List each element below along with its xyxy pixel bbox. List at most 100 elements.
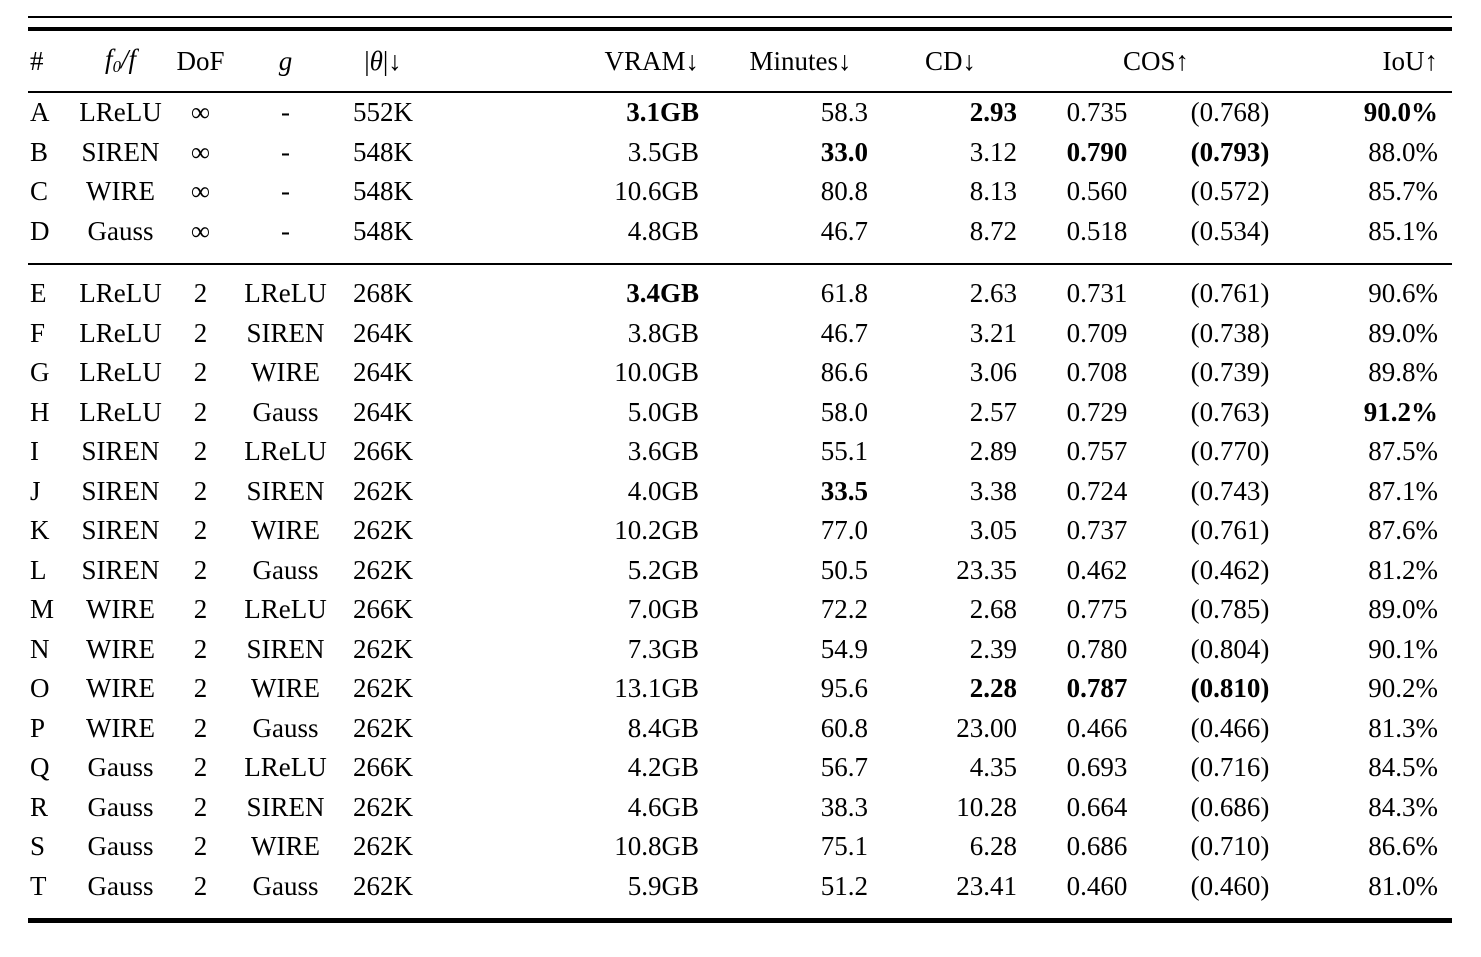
cell-vram: 4.0GB <box>627 475 699 506</box>
cell-id: Q <box>30 752 50 783</box>
col-header-minutes: Minutes↓ <box>723 31 878 93</box>
cell-id: F <box>30 317 46 348</box>
cell-id: R <box>30 791 49 822</box>
bottom-rule <box>28 918 1452 923</box>
cell-params: 262K <box>353 712 413 743</box>
cell-cos: 0.686 <box>1066 831 1128 862</box>
cell-g: WIRE <box>251 357 320 388</box>
cell-g: LReLU <box>244 752 327 783</box>
cell-cos-paren: (0.793) <box>1190 136 1270 167</box>
col-header-f0f: f0/f <box>78 31 163 93</box>
cell-dof: 2 <box>193 317 208 348</box>
cell-minutes: 50.5 <box>820 554 868 585</box>
cell-iou: 84.5% <box>1368 752 1438 783</box>
cell-vram: 3.8GB <box>627 317 699 348</box>
cell-g: Gauss <box>252 712 319 743</box>
cell-vram: 10.8GB <box>614 831 699 862</box>
cell-minutes: 56.7 <box>820 752 868 783</box>
col-header-cos: COS↑ <box>1023 31 1289 93</box>
f0f-f: f <box>105 44 113 75</box>
cell-dof: 2 <box>193 594 208 625</box>
cell-f0f: LReLU <box>78 263 163 314</box>
cell-g: - <box>281 136 290 167</box>
theta-symbol: θ <box>369 45 383 76</box>
table-row: T Gauss 2 Gauss 262K 5.9GB 51.2 23.41 0.… <box>28 867 1452 919</box>
cell-iou: 90.2% <box>1368 673 1438 704</box>
cell-params: 548K <box>353 176 413 207</box>
cell-minutes: 46.7 <box>820 317 868 348</box>
cell-vram: 13.1GB <box>614 673 699 704</box>
cell-g: WIRE <box>251 515 320 546</box>
cell-vram: 10.0GB <box>614 357 699 388</box>
table-row: H LReLU 2 Gauss 264K 5.0GB 58.0 2.57 0.7… <box>28 393 1452 433</box>
cell-cos: 0.731 <box>1023 263 1171 314</box>
cell-minutes: 77.0 <box>820 515 868 546</box>
cell-id: I <box>30 436 39 467</box>
cell-params: 548K <box>353 215 413 246</box>
col-header-vram: VRAM↓ <box>433 31 723 93</box>
cell-iou: 91.2% <box>1363 396 1438 427</box>
table-row: R Gauss 2 SIREN 262K 4.6GB 38.3 10.28 0.… <box>28 788 1452 828</box>
cell-dof: ∞ <box>190 136 211 167</box>
cell-vram: 3.5GB <box>627 136 699 167</box>
cell-minutes: 75.1 <box>820 831 868 862</box>
cell-dof: 2 <box>163 263 238 314</box>
f0f-rest: /f <box>120 44 136 75</box>
cell-cd: 4.35 <box>969 752 1017 783</box>
cell-f0f: SIREN <box>81 475 160 506</box>
cell-cos-paren: (0.462) <box>1190 554 1270 585</box>
cell-cd: 2.68 <box>969 594 1017 625</box>
cell-g: SIREN <box>246 633 325 664</box>
cell-cd: 23.35 <box>956 554 1017 585</box>
cell-cos-paren: (0.710) <box>1190 831 1270 862</box>
table-row: J SIREN 2 SIREN 262K 4.0GB 33.5 3.38 0.7… <box>28 472 1452 512</box>
cell-f0f: SIREN <box>81 436 160 467</box>
cell-dof: 2 <box>193 870 208 901</box>
cell-params: 264K <box>353 396 413 427</box>
cell-id: A <box>30 97 50 128</box>
cell-vram: 8.4GB <box>627 712 699 743</box>
down-arrow-icon: ↓ <box>388 45 402 76</box>
cell-cd: 10.28 <box>956 791 1017 822</box>
cell-cos: 0.757 <box>1066 436 1128 467</box>
cell-cos: 0.560 <box>1066 176 1128 207</box>
cell-cos-paren: (0.763) <box>1190 396 1270 427</box>
cell-cos: 0.709 <box>1066 317 1128 348</box>
cell-minutes: 95.6 <box>820 673 868 704</box>
top-rule-thick <box>28 27 1452 31</box>
cell-minutes: 46.7 <box>820 215 868 246</box>
cell-minutes: 54.9 <box>820 633 868 664</box>
cell-iou: 89.0% <box>1368 594 1438 625</box>
cell-cd: 8.72 <box>969 215 1017 246</box>
cell-cos: 0.664 <box>1066 791 1128 822</box>
cell-cos-paren: (0.743) <box>1190 475 1270 506</box>
cell-dof: 2 <box>193 475 208 506</box>
cell-f0f: Gauss <box>87 752 154 783</box>
table-row: L SIREN 2 Gauss 262K 5.2GB 50.5 23.35 0.… <box>28 551 1452 591</box>
cell-minutes: 72.2 <box>820 594 868 625</box>
cell-dof: 2 <box>193 436 208 467</box>
cell-cos-paren: (0.804) <box>1190 633 1270 664</box>
cell-cos-paren: (0.716) <box>1190 752 1270 783</box>
table-row: K SIREN 2 WIRE 262K 10.2GB 77.0 3.05 0.7… <box>28 511 1452 551</box>
cell-g: Gauss <box>252 396 319 427</box>
cell-f0f: LReLU <box>79 97 162 128</box>
table-row: Q Gauss 2 LReLU 266K 4.2GB 56.7 4.35 0.6… <box>28 748 1452 788</box>
cell-cos-paren: (0.785) <box>1190 594 1270 625</box>
cell-params: 548K <box>353 136 413 167</box>
cell-dof: 2 <box>193 673 208 704</box>
cell-dof: 2 <box>193 396 208 427</box>
cell-cd: 3.06 <box>969 357 1017 388</box>
table-row: D Gauss ∞ - 548K 4.8GB 46.7 8.72 0.518 (… <box>28 212 1452 265</box>
cell-id: J <box>30 475 41 506</box>
cell-params: 262K <box>353 831 413 862</box>
cell-minutes: 60.8 <box>820 712 868 743</box>
cell-g: SIREN <box>246 317 325 348</box>
cell-id: G <box>30 357 50 388</box>
table-row: E LReLU 2 LReLU 268K 3.4GB 61.8 2.63 0.7… <box>28 263 1452 314</box>
cell-id: E <box>28 263 78 314</box>
cell-dof: 2 <box>193 831 208 862</box>
cell-cd: 3.12 <box>969 136 1017 167</box>
cell-params: 262K <box>353 475 413 506</box>
cell-id: M <box>30 594 55 625</box>
